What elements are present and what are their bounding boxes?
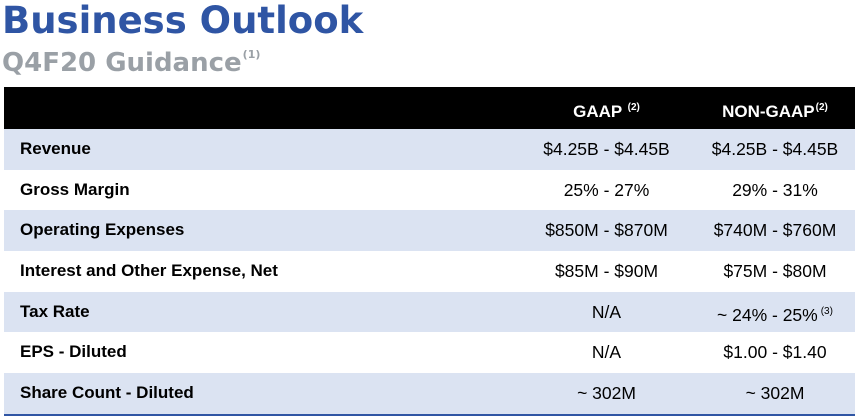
table-row: Interest and Other Expense, Net $85M - $… <box>4 251 855 292</box>
gaap-value: ~ 302M <box>577 383 636 404</box>
table-row: Tax Rate N/A ~ 24% - 25% (3) <box>4 291 855 333</box>
column-header-gaap: GAAP (2) <box>524 87 689 129</box>
gaap-value: 25% - 27% <box>563 179 650 200</box>
row-label: Gross Margin <box>20 179 130 199</box>
row-label: Tax Rate <box>20 301 90 321</box>
gaap-value: $4.25B - $4.45B <box>543 139 670 159</box>
page-subtitle: Q4F20 Guidance(1) <box>2 38 260 80</box>
column-header-nongaap: NON-GAAP(2) <box>696 87 854 129</box>
nongaap-value-footnote: (3) <box>820 305 833 317</box>
table-row: EPS - Diluted N/A $1.00 - $1.40 <box>4 332 855 374</box>
table-row: Revenue $4.25B - $4.45B $4.25B - $4.45B <box>4 129 855 170</box>
nongaap-value: $740M - $760M <box>713 220 837 241</box>
guidance-table: GAAP (2) NON-GAAP(2) Revenue $4.25B - $4… <box>4 87 855 416</box>
column-header-nongaap-label: NON-GAAP <box>722 102 815 121</box>
column-header-gaap-label: GAAP <box>573 102 622 121</box>
nongaap-value: $1.00 - $1.40 <box>723 342 827 363</box>
row-label: Share Count - Diluted <box>20 383 194 403</box>
gaap-value: N/A <box>591 342 622 363</box>
nongaap-value: $75M - $80M <box>723 261 827 282</box>
page-title: Business Outlook <box>2 0 364 42</box>
nongaap-value: ~ 302M <box>745 383 805 404</box>
row-label: Operating Expenses <box>20 220 185 240</box>
table-row: Operating Expenses $850M - $870M $740M -… <box>4 210 855 252</box>
row-label: EPS - Diluted <box>20 342 127 362</box>
gaap-value: $850M - $870M <box>545 220 668 241</box>
table-row: Gross Margin 25% - 27% 29% - 31% <box>4 169 855 211</box>
subtitle-footnote: (1) <box>242 48 261 61</box>
table-header-row: GAAP (2) NON-GAAP(2) <box>4 87 855 129</box>
row-label: Revenue <box>20 139 91 158</box>
nongaap-value: ~ 24% - 25% (3) <box>696 292 854 333</box>
row-label: Interest and Other Expense, Net <box>20 261 278 281</box>
column-header-gaap-footnote: (2) <box>627 102 640 113</box>
gaap-value: N/A <box>591 301 622 322</box>
column-header-nongaap-footnote: (2) <box>815 102 828 113</box>
subtitle-text: Q4F20 Guidance <box>2 48 242 78</box>
nongaap-value-text: ~ 24% - 25% <box>717 304 818 325</box>
table-row: Share Count - Diluted ~ 302M ~ 302M <box>4 373 855 414</box>
nongaap-value: $4.25B - $4.45B <box>711 139 839 159</box>
nongaap-value: 29% - 31% <box>732 179 818 200</box>
gaap-value: $85M - $90M <box>554 261 659 282</box>
